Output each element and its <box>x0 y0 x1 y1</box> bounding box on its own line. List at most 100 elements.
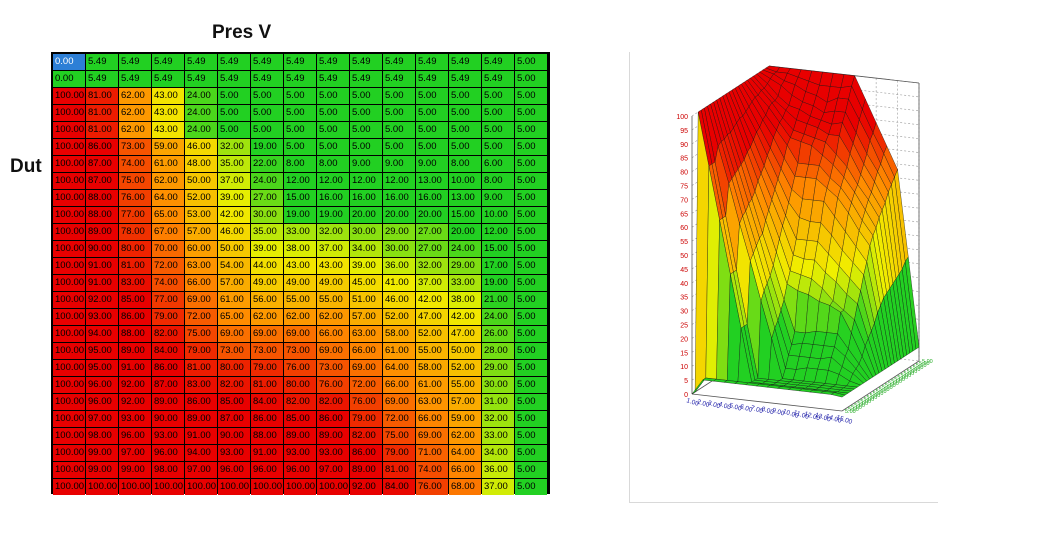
table-cell[interactable]: 37.00 <box>482 479 514 495</box>
table-cell[interactable]: 5.00 <box>350 139 382 155</box>
surface-chart-3d[interactable]: 100 95 90 85 80 75 70 65 60 55 50 45 40 35 30 25 20 15 10 5… <box>629 52 938 503</box>
table-cell[interactable]: 72.00 <box>383 411 415 427</box>
table-cell[interactable]: 82.00 <box>350 428 382 444</box>
table-cell[interactable]: 69.00 <box>317 343 349 359</box>
table-cell[interactable]: 5.00 <box>515 343 547 359</box>
table-cell[interactable]: 27.00 <box>416 241 448 257</box>
table-cell[interactable]: 59.00 <box>152 139 184 155</box>
table-cell[interactable]: 72.00 <box>185 309 217 325</box>
table-cell[interactable]: 47.00 <box>449 326 481 342</box>
table-cell[interactable]: 5.00 <box>284 88 316 104</box>
table-cell[interactable]: 79.00 <box>350 411 382 427</box>
table-cell[interactable]: 43.00 <box>152 105 184 121</box>
table-cell[interactable]: 84.00 <box>251 394 283 410</box>
table-cell[interactable]: 52.00 <box>185 190 217 206</box>
table-cell[interactable]: 5.00 <box>515 394 547 410</box>
table-cell[interactable]: 96.00 <box>119 428 151 444</box>
table-cell[interactable]: 5.00 <box>218 88 250 104</box>
table-cell[interactable]: 59.00 <box>449 411 481 427</box>
table-cell[interactable]: 5.00 <box>383 88 415 104</box>
table-cell[interactable]: 0.00 <box>53 71 85 87</box>
table-cell[interactable]: 5.49 <box>383 54 415 70</box>
table-cell[interactable]: 20.00 <box>449 224 481 240</box>
table-cell[interactable]: 93.00 <box>86 309 118 325</box>
table-cell[interactable]: 32.00 <box>317 224 349 240</box>
table-cell[interactable]: 5.00 <box>515 275 547 291</box>
table-cell[interactable]: 86.00 <box>86 139 118 155</box>
table-cell[interactable]: 6.00 <box>482 156 514 172</box>
table-cell[interactable]: 5.00 <box>383 139 415 155</box>
table-cell[interactable]: 86.00 <box>350 445 382 461</box>
table-cell[interactable]: 100.00 <box>53 360 85 376</box>
table-cell[interactable]: 99.00 <box>86 445 118 461</box>
table-cell[interactable]: 61.00 <box>416 377 448 393</box>
table-cell[interactable]: 24.00 <box>482 309 514 325</box>
table-cell[interactable]: 5.49 <box>482 71 514 87</box>
table-cell[interactable]: 83.00 <box>119 275 151 291</box>
table-cell[interactable]: 100.00 <box>53 326 85 342</box>
table-cell[interactable]: 91.00 <box>86 275 118 291</box>
table-cell[interactable]: 57.00 <box>449 394 481 410</box>
table-cell[interactable]: 30.00 <box>350 224 382 240</box>
table-cell[interactable]: 89.00 <box>350 462 382 478</box>
table-cell[interactable]: 5.00 <box>515 326 547 342</box>
table-cell[interactable]: 100.00 <box>53 343 85 359</box>
table-cell[interactable]: 24.00 <box>185 88 217 104</box>
table-cell[interactable]: 57.00 <box>350 309 382 325</box>
table-cell[interactable]: 5.00 <box>515 360 547 376</box>
table-cell[interactable]: 100.00 <box>53 173 85 189</box>
table-cell[interactable]: 97.00 <box>86 411 118 427</box>
table-cell[interactable]: 69.00 <box>416 428 448 444</box>
table-cell[interactable]: 100.00 <box>53 394 85 410</box>
table-cell[interactable]: 79.00 <box>383 445 415 461</box>
table-cell[interactable]: 73.00 <box>317 360 349 376</box>
table-cell[interactable]: 46.00 <box>185 139 217 155</box>
table-cell[interactable]: 52.00 <box>416 326 448 342</box>
table-cell[interactable]: 58.00 <box>383 326 415 342</box>
table-cell[interactable]: 41.00 <box>383 275 415 291</box>
table-cell[interactable]: 62.00 <box>317 309 349 325</box>
table-cell[interactable]: 8.00 <box>284 156 316 172</box>
table-cell[interactable]: 38.00 <box>284 241 316 257</box>
table-cell[interactable]: 26.00 <box>482 326 514 342</box>
table-cell[interactable]: 5.49 <box>284 54 316 70</box>
table-cell[interactable]: 5.49 <box>251 54 283 70</box>
table-cell[interactable]: 5.00 <box>284 139 316 155</box>
table-cell[interactable]: 72.00 <box>350 377 382 393</box>
table-cell[interactable]: 5.49 <box>152 54 184 70</box>
table-cell[interactable]: 45.00 <box>350 275 382 291</box>
table-cell[interactable]: 86.00 <box>152 360 184 376</box>
table-cell[interactable]: 5.00 <box>251 122 283 138</box>
table-cell[interactable]: 63.00 <box>185 258 217 274</box>
table-cell[interactable]: 24.00 <box>251 173 283 189</box>
table-cell[interactable]: 36.00 <box>383 258 415 274</box>
table-cell[interactable]: 5.00 <box>449 88 481 104</box>
table-cell[interactable]: 82.00 <box>284 394 316 410</box>
table-cell[interactable]: 5.00 <box>482 88 514 104</box>
table-cell[interactable]: 15.00 <box>482 241 514 257</box>
table-cell[interactable]: 48.00 <box>185 156 217 172</box>
table-cell[interactable]: 19.00 <box>482 275 514 291</box>
table-cell[interactable]: 5.00 <box>350 105 382 121</box>
table-cell[interactable]: 5.49 <box>482 54 514 70</box>
table-cell[interactable]: 39.00 <box>218 190 250 206</box>
table-cell[interactable]: 5.00 <box>515 377 547 393</box>
table-cell[interactable]: 82.00 <box>218 377 250 393</box>
table-cell[interactable]: 12.00 <box>383 173 415 189</box>
table-cell[interactable]: 96.00 <box>86 377 118 393</box>
table-cell[interactable]: 5.49 <box>449 54 481 70</box>
table-cell[interactable]: 91.00 <box>86 258 118 274</box>
table-cell[interactable]: 89.00 <box>284 428 316 444</box>
table-cell[interactable]: 76.00 <box>350 394 382 410</box>
table-cell[interactable]: 75.00 <box>119 173 151 189</box>
table-cell[interactable]: 5.00 <box>515 173 547 189</box>
table-cell[interactable]: 96.00 <box>218 462 250 478</box>
table-cell[interactable]: 76.00 <box>317 377 349 393</box>
table-cell[interactable]: 5.00 <box>515 71 547 87</box>
table-cell[interactable]: 73.00 <box>218 343 250 359</box>
table-cell[interactable]: 37.00 <box>218 173 250 189</box>
table-cell[interactable]: 97.00 <box>185 462 217 478</box>
table-cell[interactable]: 44.00 <box>251 258 283 274</box>
table-cell[interactable]: 27.00 <box>416 224 448 240</box>
table-cell[interactable]: 36.00 <box>482 462 514 478</box>
